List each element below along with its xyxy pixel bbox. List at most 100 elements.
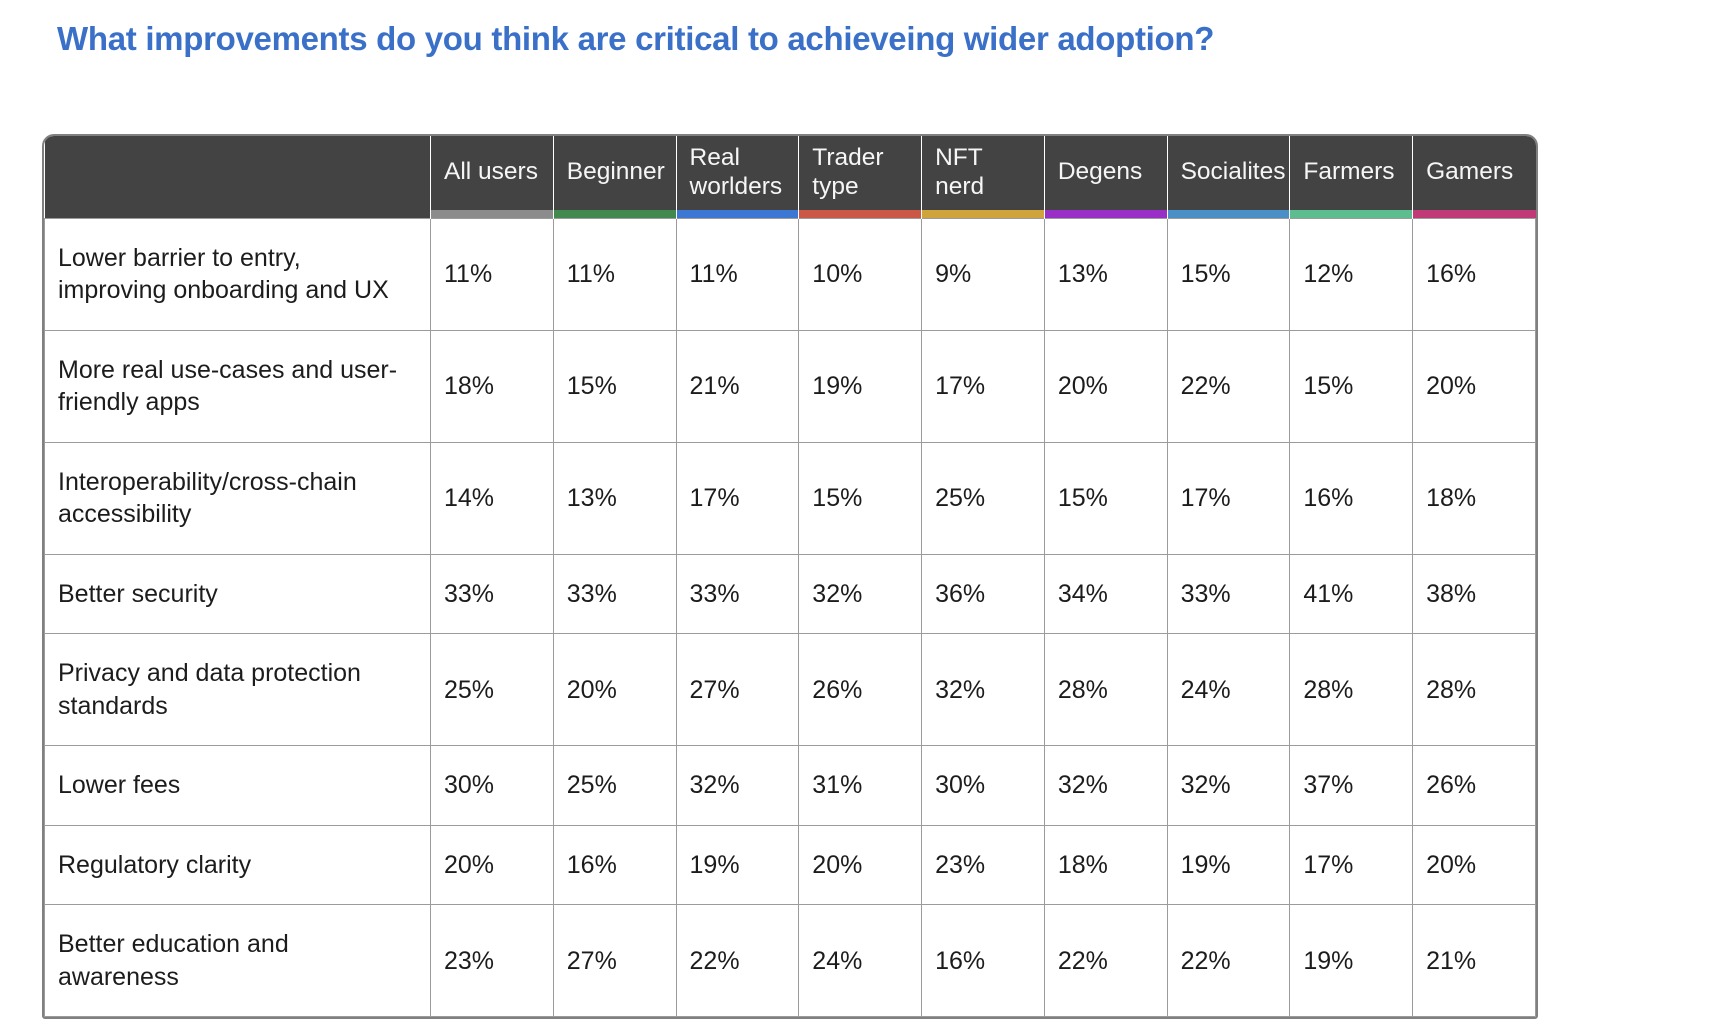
column-color-bar (1044, 209, 1167, 218)
value-cell: 27% (552, 904, 677, 1018)
column-header-label: Socialites (1180, 158, 1286, 186)
value-cell: 22% (1043, 904, 1168, 1018)
column-header-socialites: Socialites (1166, 136, 1290, 219)
column-header-label: All users (444, 158, 538, 186)
row-label: Better education and awareness (44, 904, 431, 1018)
column-header-label: Beginner (566, 158, 665, 186)
value-cell: 17% (1166, 441, 1291, 555)
value-cell: 19% (798, 329, 923, 443)
value-cell: 20% (430, 824, 554, 906)
value-cell: 21% (675, 329, 800, 443)
column-header-label: Farmers (1303, 158, 1395, 186)
value-cell: 15% (552, 329, 677, 443)
column-color-bar (553, 209, 676, 218)
value-cell: 34% (1043, 553, 1168, 635)
value-cell: 33% (430, 553, 554, 635)
value-cell: 33% (675, 553, 800, 635)
row-label: Lower fees (44, 745, 431, 826)
column-color-bar (431, 209, 553, 218)
value-cell: 15% (798, 441, 923, 555)
value-cell: 12% (1289, 217, 1414, 331)
column-color-bar (1413, 209, 1536, 218)
value-cell: 27% (675, 633, 800, 747)
value-cell: 13% (552, 441, 677, 555)
value-cell: 28% (1289, 633, 1414, 747)
table-row: Interoperability/cross-chain accessibili… (44, 441, 1536, 555)
value-cell: 18% (1412, 441, 1536, 555)
value-cell: 28% (1043, 633, 1168, 747)
value-cell: 20% (798, 824, 923, 906)
column-header-all-users: All users (430, 136, 554, 219)
table-body: Lower barrier to entry, improving onboar… (44, 217, 1536, 1018)
value-cell: 20% (1043, 329, 1168, 443)
column-color-bar (799, 209, 922, 218)
value-cell: 32% (798, 553, 923, 635)
column-header-beginner: Beginner (552, 136, 677, 219)
value-cell: 30% (921, 745, 1045, 826)
column-color-bar (676, 209, 799, 218)
column-header-real-worlders: Real worlders (675, 136, 799, 219)
row-label: Privacy and data protection standards (44, 633, 431, 747)
table-row: More real use-cases and user-friendly ap… (44, 329, 1536, 443)
value-cell: 16% (1289, 441, 1414, 555)
value-cell: 19% (675, 824, 800, 906)
value-cell: 32% (675, 745, 800, 826)
value-cell: 22% (1166, 904, 1291, 1018)
value-cell: 17% (1289, 824, 1414, 906)
value-cell: 19% (1289, 904, 1414, 1018)
value-cell: 23% (430, 904, 554, 1018)
row-label: More real use-cases and user-friendly ap… (44, 329, 431, 443)
column-header-label: NFT nerd (935, 144, 985, 200)
value-cell: 23% (921, 824, 1045, 906)
value-cell: 16% (921, 904, 1045, 1018)
value-cell: 32% (1043, 745, 1168, 826)
value-cell: 38% (1412, 553, 1536, 635)
value-cell: 36% (921, 553, 1045, 635)
table-row: Lower barrier to entry, improving onboar… (44, 217, 1536, 331)
value-cell: 11% (430, 217, 554, 331)
value-cell: 37% (1289, 745, 1414, 826)
value-cell: 32% (921, 633, 1045, 747)
table-row: Privacy and data protection standards 25%… (44, 633, 1536, 747)
value-cell: 11% (675, 217, 800, 331)
table-row: Better education and awareness 23% 27% 22% 2… (44, 904, 1536, 1018)
value-cell: 33% (1166, 553, 1291, 635)
column-header-trader-type: Trader type (798, 136, 922, 219)
value-cell: 25% (430, 633, 554, 747)
survey-results-table-container: All users Beginner Real worlders Trader typ… (42, 134, 1538, 1019)
column-color-bar (1290, 209, 1413, 218)
column-color-bar (922, 209, 1044, 218)
value-cell: 24% (1166, 633, 1291, 747)
row-label: Better security (44, 553, 431, 635)
value-cell: 13% (1043, 217, 1168, 331)
value-cell: 11% (552, 217, 677, 331)
value-cell: 24% (798, 904, 923, 1018)
column-color-bar (1167, 209, 1290, 218)
value-cell: 17% (675, 441, 800, 555)
column-header-gamers: Gamers (1412, 136, 1536, 219)
value-cell: 20% (1412, 824, 1536, 906)
value-cell: 26% (798, 633, 923, 747)
column-header-label: Degens (1057, 158, 1143, 186)
survey-results-table: All users Beginner Real worlders Trader typ… (44, 136, 1536, 1018)
value-cell: 10% (798, 217, 923, 331)
value-cell: 18% (430, 329, 554, 443)
value-cell: 41% (1289, 553, 1414, 635)
value-cell: 20% (1412, 329, 1536, 443)
value-cell: 28% (1412, 633, 1536, 747)
value-cell: 15% (1166, 217, 1291, 331)
row-label: Interoperability/cross-chain accessibili… (44, 441, 431, 555)
value-cell: 16% (1412, 217, 1536, 331)
value-cell: 31% (798, 745, 923, 826)
value-cell: 14% (430, 441, 554, 555)
value-cell: 17% (921, 329, 1045, 443)
value-cell: 25% (921, 441, 1045, 555)
column-header-nft-nerd: NFT nerd (921, 136, 1045, 219)
value-cell: 22% (1166, 329, 1291, 443)
table-row: Better security 33% 33% 33% 32% 36% 34% 33% 41% 3… (44, 553, 1536, 635)
column-header-label: Real worlders (689, 144, 783, 200)
value-cell: 22% (675, 904, 800, 1018)
value-cell: 32% (1166, 745, 1291, 826)
value-cell: 19% (1166, 824, 1291, 906)
